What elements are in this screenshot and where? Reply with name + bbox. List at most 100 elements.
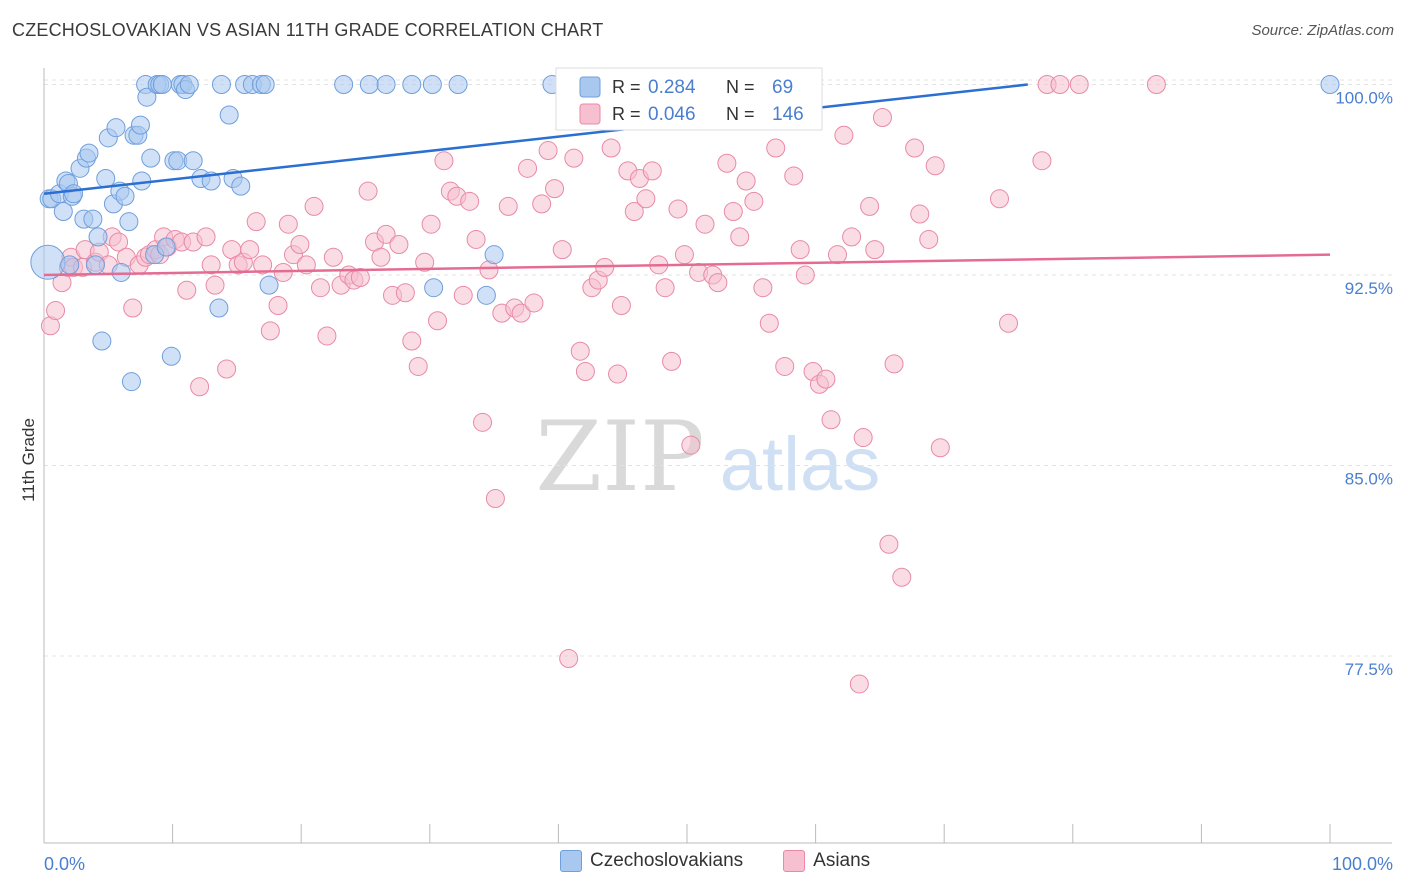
asian-point	[402, 331, 422, 351]
asian-point	[109, 232, 129, 252]
asian-point	[552, 240, 572, 260]
asian-point	[323, 247, 343, 267]
stats-swatch-czechoslovakians	[579, 76, 601, 98]
stats-n-value: 69	[772, 77, 793, 98]
czechoslovakian-trendline	[43, 83, 1028, 195]
czechoslovakian-point	[179, 75, 199, 94]
stats-legend-box	[555, 67, 823, 131]
asian-point	[842, 227, 862, 247]
asian-point	[860, 196, 880, 216]
asian-point	[717, 153, 737, 173]
y-tick-label: 77.5%	[1345, 660, 1393, 679]
asian-point	[46, 301, 66, 321]
asian-point	[853, 428, 873, 448]
asian-point	[611, 295, 631, 315]
asian-point	[790, 240, 810, 260]
asian-point	[304, 196, 324, 216]
asian-point	[1032, 151, 1052, 171]
czechoslovakian-point	[161, 346, 181, 366]
asian-point	[636, 189, 656, 209]
asian-point	[1146, 75, 1166, 94]
czechoslovakian-point	[359, 75, 379, 94]
asian-point	[518, 158, 538, 178]
asian-point	[123, 298, 143, 318]
asian-point	[608, 364, 628, 384]
source-label: Source: ZipAtlas.com	[1251, 22, 1394, 39]
asian-point	[925, 156, 945, 176]
asian-point	[460, 191, 480, 211]
asian-point	[177, 280, 197, 300]
czechoslovakian-point	[476, 285, 496, 305]
watermark-atlas: atlas	[720, 422, 881, 507]
czechoslovakian-point	[402, 75, 422, 94]
asian-point	[532, 194, 552, 214]
asian-point	[466, 229, 486, 249]
stats-r-value: 0.284	[648, 77, 696, 98]
czechoslovakian-point	[85, 255, 105, 275]
asian-point	[872, 108, 892, 128]
stats-n-label: N =	[726, 104, 755, 124]
asian-point	[395, 283, 415, 303]
asian-point	[784, 166, 804, 186]
asian-trendline	[43, 253, 1331, 277]
czechoslovakian-point	[1320, 75, 1340, 94]
watermark-zip: ZIP	[535, 401, 704, 513]
asian-point	[246, 212, 266, 232]
legend-label-czechoslovakians: Czechoslovakians	[590, 850, 744, 871]
stats-swatch-asians	[579, 103, 601, 125]
czechoslovakian-point	[156, 237, 176, 257]
legend-item-czechoslovakians[interactable]: Czechoslovakians	[560, 850, 743, 872]
czechoslovakian-point	[115, 186, 135, 206]
asian-point	[408, 356, 428, 376]
czechoslovakian-point	[60, 255, 80, 275]
asian-point	[865, 240, 885, 260]
asian-point	[428, 311, 448, 331]
czechoslovakian-point	[422, 75, 442, 94]
asian-point	[930, 438, 950, 458]
stats-n-label: N =	[726, 77, 755, 97]
asian-point	[278, 214, 298, 234]
chart-title: CZECHOSLOVAKIAN VS ASIAN 11TH GRADE CORR…	[12, 20, 604, 40]
asian-point	[389, 235, 409, 255]
asian-point	[415, 252, 435, 272]
asian-point	[564, 148, 584, 168]
x-tick-label: 100.0%	[1332, 854, 1393, 874]
czechoslovakian-point	[424, 278, 444, 298]
czechoslovakian-point	[83, 209, 103, 229]
asian-point	[766, 138, 786, 158]
asian-point	[642, 161, 662, 181]
czechoslovakian-point	[211, 75, 231, 94]
czechoslovakian-point	[259, 275, 279, 295]
y-tick-label: 85.0%	[1345, 470, 1393, 489]
asian-point	[736, 171, 756, 191]
asian-point	[201, 255, 221, 275]
asian-point	[473, 412, 493, 432]
czechoslovakian-point	[152, 75, 172, 94]
y-axis-label: 11th Grade	[19, 418, 38, 502]
asian-point	[910, 204, 930, 224]
asian-point	[190, 377, 210, 397]
asian-point	[570, 341, 590, 361]
asian-point	[795, 265, 815, 285]
asian-point	[695, 214, 715, 234]
asian-point	[730, 227, 750, 247]
asian-point	[453, 285, 473, 305]
asian-point	[759, 313, 779, 333]
asian-point	[260, 321, 280, 341]
legend-swatch-czechoslovakians	[560, 850, 582, 872]
asian-point	[296, 255, 316, 275]
czechoslovakian-point	[119, 212, 139, 232]
asian-point	[624, 202, 644, 221]
asian-point	[1050, 75, 1070, 94]
asian-point	[744, 191, 764, 211]
asian-point	[753, 278, 773, 298]
asian-point	[668, 199, 688, 219]
asian-point	[708, 273, 728, 293]
asian-point	[662, 351, 682, 371]
asian-point	[511, 303, 531, 323]
legend-item-asians[interactable]: Asians	[783, 850, 870, 872]
czechoslovakian-point	[209, 298, 229, 318]
stats-r-label: R =	[612, 104, 641, 124]
asian-point	[376, 224, 396, 244]
stats-n-value: 146	[772, 104, 804, 125]
